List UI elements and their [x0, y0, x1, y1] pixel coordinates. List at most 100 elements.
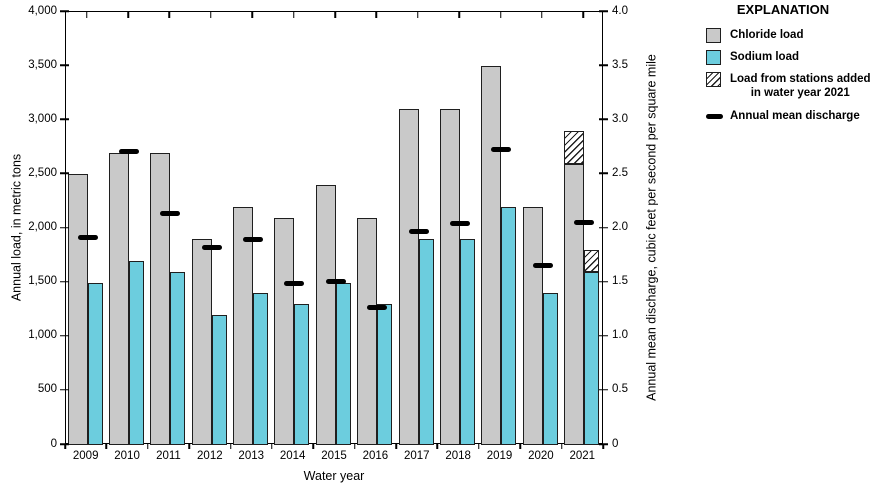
bottom-tick — [353, 444, 356, 449]
legend-added-line1: Load from stations added — [730, 73, 871, 85]
x-tick-label: 2018 — [445, 450, 471, 462]
x-tick-label: 2009 — [72, 450, 99, 462]
bottom-tick — [147, 444, 149, 449]
x-tick-label: 2013 — [238, 450, 265, 462]
bottom-tick — [229, 444, 232, 449]
y-right-tick-label: 0.5 — [612, 383, 628, 396]
left-tick — [60, 226, 69, 229]
sodium-swatch-icon — [706, 50, 721, 65]
top-tick — [127, 12, 129, 18]
chloride-bar — [315, 185, 336, 445]
chloride-bar — [191, 239, 212, 445]
chloride-bar — [564, 163, 585, 445]
right-tick — [599, 64, 608, 66]
discharge-dash — [243, 236, 264, 242]
y-right-tick-label: 2.5 — [612, 166, 628, 179]
y-right-tick-label: 4.0 — [612, 4, 628, 17]
right-tick — [599, 389, 608, 391]
left-tick — [60, 335, 69, 337]
chloride-bar — [357, 217, 378, 445]
top-tick — [210, 12, 212, 18]
legend-added-line2: in water year 2021 — [750, 87, 850, 99]
discharge-dash — [325, 279, 346, 285]
bottom-tick — [271, 444, 273, 449]
bottom-tick — [602, 444, 604, 449]
discharge-dash — [118, 149, 139, 155]
right-axis-title: Annual mean discharge, cubic feet per se… — [644, 54, 659, 401]
left-tick — [60, 64, 69, 66]
chloride-bar — [274, 217, 295, 445]
sodium-bar — [253, 293, 269, 445]
legend-item-discharge: Annual mean discharge — [706, 109, 860, 123]
sodium-bar — [335, 282, 351, 445]
y-right-tick-label: 2.0 — [612, 221, 628, 233]
top-tick — [85, 12, 88, 18]
sodium-bar — [501, 206, 517, 445]
right-tick — [599, 443, 608, 445]
y-right-tick-label: 0 — [612, 437, 619, 450]
top-tick — [417, 12, 419, 18]
chloride-bar — [108, 152, 129, 445]
top-tick — [582, 12, 585, 18]
top-tick — [541, 12, 543, 18]
chloride-added-bar — [564, 131, 585, 164]
chloride-bar — [67, 174, 88, 445]
bottom-tick — [312, 444, 315, 449]
bottom-tick — [395, 444, 397, 449]
y-right-tick-label: 1.5 — [612, 275, 628, 288]
top-tick — [334, 12, 336, 18]
bottom-tick — [560, 444, 563, 449]
chloride-bar — [522, 206, 543, 445]
hatch-swatch-icon — [706, 72, 721, 87]
y-left-tick-label: 0 — [50, 437, 57, 450]
top-tick — [458, 12, 460, 18]
right-tick — [599, 280, 608, 283]
chloride-bar — [398, 109, 419, 445]
y-left-tick-label: 1,500 — [28, 275, 57, 288]
sodium-bar — [377, 304, 393, 445]
bottom-tick — [519, 444, 521, 449]
chloride-swatch-icon — [706, 28, 721, 43]
right-tick — [599, 10, 608, 12]
x-tick-label: 2010 — [114, 450, 140, 462]
discharge-dash — [284, 281, 305, 287]
x-tick-label: 2020 — [528, 450, 554, 462]
bottom-tick — [64, 444, 66, 449]
legend-item-label: Load from stations added in water year 2… — [730, 72, 871, 100]
x-tick-label: 2015 — [321, 450, 347, 462]
chloride-bar — [150, 152, 171, 445]
y-left-tick-label: 1,000 — [28, 329, 57, 342]
discharge-dash — [77, 234, 98, 240]
discharge-dash — [367, 305, 388, 311]
legend-title: EXPLANATION — [736, 2, 830, 17]
right-tick — [599, 118, 608, 120]
x-tick-label: 2017 — [403, 450, 430, 462]
discharge-dash — [532, 262, 553, 268]
right-tick — [599, 335, 608, 337]
discharge-dash-icon — [706, 114, 723, 119]
y-right-tick-label: 1.0 — [612, 329, 628, 342]
left-tick — [60, 443, 69, 445]
discharge-dash — [408, 229, 429, 235]
discharge-dash — [201, 245, 222, 251]
bottom-tick — [188, 444, 190, 449]
x-tick-label: 2019 — [486, 450, 513, 462]
y-left-tick-label: 4,000 — [28, 4, 57, 17]
left-tick — [60, 389, 69, 391]
legend-item-sodium: Sodium load — [706, 50, 799, 65]
y-left-tick-label: 2,500 — [28, 166, 57, 179]
sodium-bar — [87, 282, 103, 445]
y-left-tick-label: 2,000 — [28, 221, 57, 233]
left-tick — [60, 280, 69, 283]
chloride-bar — [439, 109, 460, 445]
x-tick-label: 2011 — [156, 450, 181, 462]
sodium-bar — [211, 315, 227, 445]
plot-area — [65, 11, 603, 445]
top-tick — [292, 12, 295, 18]
x-tick-label: 2016 — [362, 450, 389, 462]
legend-item-label: Sodium load — [730, 51, 799, 63]
sodium-bar — [294, 304, 310, 445]
chloride-bar — [481, 66, 502, 445]
right-tick — [599, 226, 608, 229]
